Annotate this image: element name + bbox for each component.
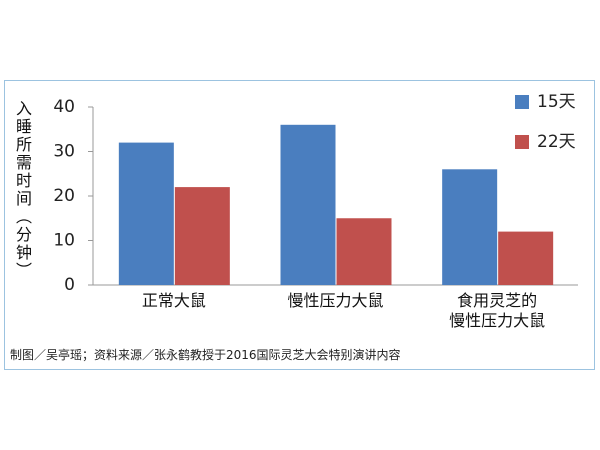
y-tick-label: 20 — [53, 186, 75, 206]
bar — [118, 142, 174, 285]
bar — [442, 169, 498, 285]
y-tick-label: 30 — [53, 142, 75, 162]
bar — [174, 187, 230, 285]
y-axis-label: 入睡所需时间（分钟） — [13, 100, 32, 280]
chart-frame — [4, 80, 595, 370]
bar — [336, 218, 392, 285]
y-tick-label: 10 — [53, 231, 75, 251]
legend-label: 15天 — [537, 92, 576, 112]
bar — [280, 124, 336, 285]
y-tick-label: 0 — [64, 275, 75, 295]
legend-swatch — [515, 135, 529, 149]
y-tick-label: 40 — [53, 97, 75, 117]
source-note: 制图／吴亭瑶；资料来源／张永鹤教授于2016国际灵芝大会特别演讲内容 — [10, 348, 401, 362]
x-tick-label: 慢性压力大鼠 — [287, 291, 384, 310]
x-tick-label: 正常大鼠 — [141, 291, 206, 310]
legend-label: 22天 — [537, 132, 576, 152]
x-tick-label: 食用灵芝的 慢性压力大鼠 — [449, 291, 546, 330]
bar — [498, 231, 554, 285]
legend-swatch — [515, 95, 529, 109]
